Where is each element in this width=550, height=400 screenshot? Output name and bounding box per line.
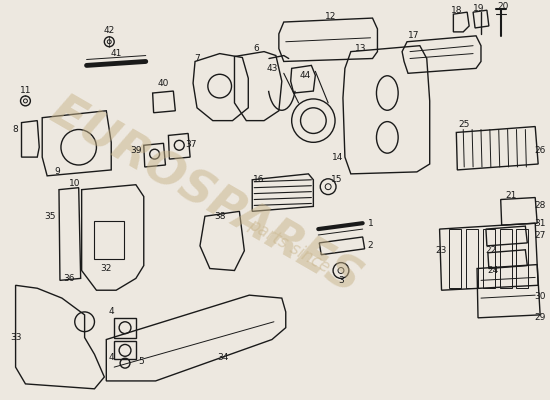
Text: 7: 7 — [194, 54, 200, 63]
Text: 14: 14 — [332, 153, 344, 162]
Text: 34: 34 — [217, 353, 228, 362]
Text: 17: 17 — [408, 31, 420, 40]
Text: 23: 23 — [436, 246, 447, 255]
Text: 13: 13 — [355, 44, 366, 53]
Text: 39: 39 — [130, 146, 142, 155]
Text: 36: 36 — [63, 274, 75, 283]
Text: 43: 43 — [266, 64, 278, 73]
Text: 44: 44 — [300, 71, 311, 80]
Text: 1: 1 — [367, 219, 373, 228]
Text: 35: 35 — [45, 212, 56, 221]
Text: 25: 25 — [459, 120, 470, 129]
Text: 16: 16 — [254, 175, 265, 184]
Text: 26: 26 — [535, 146, 546, 155]
Text: 38: 38 — [214, 212, 226, 221]
Text: 41: 41 — [111, 49, 122, 58]
Text: 12: 12 — [326, 12, 337, 21]
Text: 42: 42 — [103, 26, 115, 36]
Text: 40: 40 — [158, 79, 169, 88]
Bar — [114, 318, 136, 338]
Text: 28: 28 — [535, 201, 546, 210]
Text: 11: 11 — [20, 86, 31, 94]
Text: 33: 33 — [10, 333, 21, 342]
Text: 32: 32 — [101, 264, 112, 273]
Text: 27: 27 — [535, 230, 546, 240]
Bar — [95, 221, 124, 259]
Text: 21: 21 — [505, 191, 516, 200]
Text: 9: 9 — [54, 168, 60, 176]
Text: 18: 18 — [450, 6, 462, 15]
Text: 24: 24 — [487, 266, 498, 275]
Bar — [114, 342, 136, 359]
Text: 30: 30 — [535, 292, 546, 301]
Text: 31: 31 — [535, 219, 546, 228]
Text: 4: 4 — [108, 353, 114, 362]
Text: 6: 6 — [254, 44, 259, 53]
Text: EUROSPARES: EUROSPARES — [42, 90, 368, 304]
Text: 37: 37 — [185, 140, 197, 149]
Text: 22: 22 — [485, 246, 497, 255]
Text: 3: 3 — [338, 276, 344, 285]
Text: 2: 2 — [368, 241, 373, 250]
Text: 5: 5 — [138, 357, 144, 366]
Text: 29: 29 — [535, 313, 546, 322]
Text: 20: 20 — [497, 2, 508, 11]
Text: 15: 15 — [331, 175, 343, 184]
Text: 19: 19 — [473, 4, 485, 13]
Text: 4: 4 — [108, 308, 114, 316]
Text: 10: 10 — [69, 179, 80, 188]
Text: parts since: parts since — [245, 215, 333, 276]
Text: 8: 8 — [13, 125, 19, 134]
